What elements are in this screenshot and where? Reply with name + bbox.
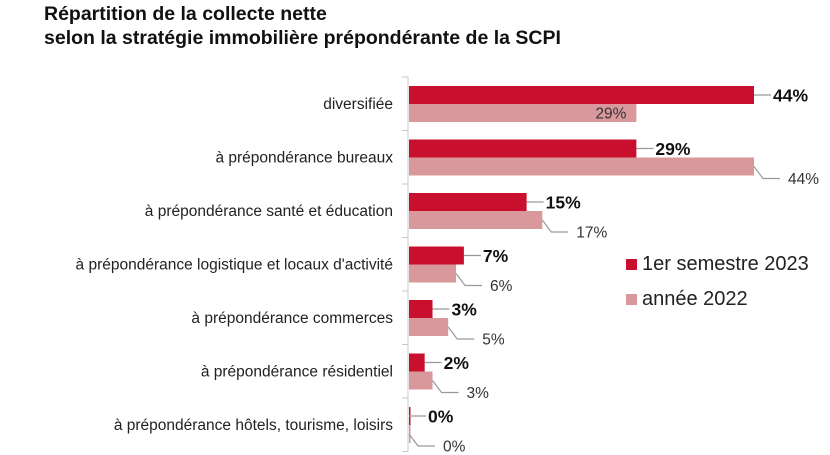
data-label-2023: 15%	[546, 193, 581, 213]
bar-2022	[409, 104, 637, 122]
data-label-2022: 29%	[595, 106, 626, 123]
data-label-leader-2022	[432, 380, 459, 394]
bar-2023	[409, 353, 425, 372]
data-label-2022: 17%	[576, 225, 607, 242]
data-label-2022: 6%	[490, 278, 513, 295]
bar-2023	[409, 246, 464, 265]
bar-2023	[409, 86, 754, 104]
category-label: à prépondérance hôtels, tourisme, loisir…	[114, 417, 393, 434]
bar-2022	[409, 211, 543, 229]
bar-2022	[409, 264, 457, 283]
bar-2022	[409, 157, 754, 176]
legend-swatch-2022	[626, 294, 637, 305]
data-label-leader-2022	[408, 433, 435, 447]
data-label-2023: 29%	[655, 139, 690, 159]
bar-2022	[409, 371, 433, 390]
data-label-2023: 2%	[444, 353, 470, 373]
legend-label-2022: année 2022	[642, 288, 748, 310]
bar-2023	[409, 139, 637, 158]
bar-2022	[409, 318, 449, 336]
category-label: diversifiée	[323, 96, 393, 113]
data-label-2023: 0%	[428, 407, 454, 427]
category-label: à prépondérance bureaux	[215, 150, 393, 167]
bar-2023	[409, 193, 527, 211]
data-label-leader-2022	[455, 273, 483, 287]
data-label-leader-2022	[541, 219, 569, 233]
category-label: à prépondérance logistique et locaux d'a…	[76, 257, 393, 274]
category-label: à prépondérance commerces	[191, 310, 393, 327]
chart-title: Répartition de la collecte nette selon l…	[44, 2, 561, 50]
legend-label-2023: 1er semestre 2023	[642, 253, 809, 275]
category-label: à prépondérance résidentiel	[201, 364, 393, 381]
data-label-2022: 44%	[788, 171, 819, 188]
data-label-2023: 7%	[483, 246, 509, 266]
category-label: à prépondérance santé et éducation	[145, 203, 393, 220]
data-label-leader-2022	[447, 326, 475, 340]
chart-title-line-2: selon la stratégie immobilière prépondér…	[44, 27, 561, 49]
data-label-2022: 0%	[443, 439, 466, 455]
data-label-leader-2022	[753, 166, 780, 180]
data-label-2022: 5%	[482, 332, 505, 349]
data-label-2023: 44%	[773, 86, 808, 106]
data-label-2023: 3%	[452, 300, 478, 320]
bar-2023	[409, 300, 433, 318]
legend-swatch-2023	[626, 259, 637, 270]
chart-title-line-1: Répartition de la collecte nette	[44, 3, 327, 25]
data-label-2022: 3%	[467, 385, 490, 402]
